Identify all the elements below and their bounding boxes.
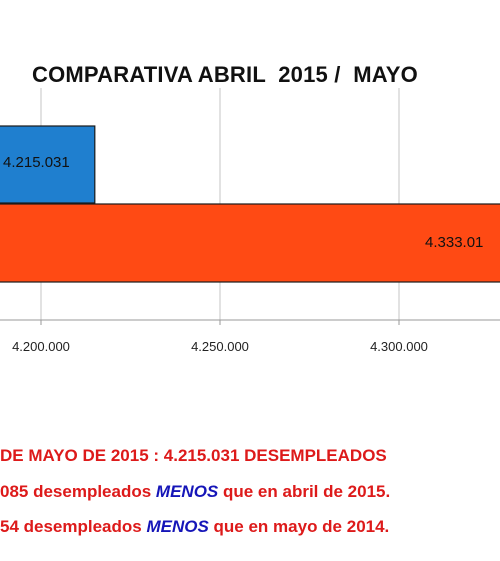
bar-data-label: 4.215.031 [3, 154, 70, 171]
note-text: DE MAYO DE 2015 : 4.215.031 DESEMPLEADOS [0, 446, 387, 465]
bar-data-label: 4.333.01 [425, 234, 484, 251]
bar [0, 125, 96, 204]
x-tick-label: 4.200.000 [12, 339, 70, 354]
note-text: que en abril de 2015. [218, 482, 391, 501]
note-line: DE MAYO DE 2015 : 4.215.031 DESEMPLEADOS [0, 446, 387, 466]
note-text: 54 desempleados [0, 517, 147, 536]
chart-plot-area [0, 88, 500, 325]
note-line: 54 desempleados MENOS que en mayo de 201… [0, 517, 389, 537]
x-tick-label: 4.250.000 [191, 339, 249, 354]
bar [0, 203, 500, 283]
note-text: 085 desempleados [0, 482, 156, 501]
note-text: que en mayo de 2014. [208, 517, 390, 536]
note-line: 085 desempleados MENOS que en abril de 2… [0, 482, 390, 502]
chart-title: COMPARATIVA ABRIL 2015 / MAYO [32, 62, 418, 87]
note-emphasis: MENOS [155, 482, 219, 501]
x-tick-label: 4.300.000 [370, 339, 428, 354]
note-emphasis: MENOS [146, 517, 209, 536]
